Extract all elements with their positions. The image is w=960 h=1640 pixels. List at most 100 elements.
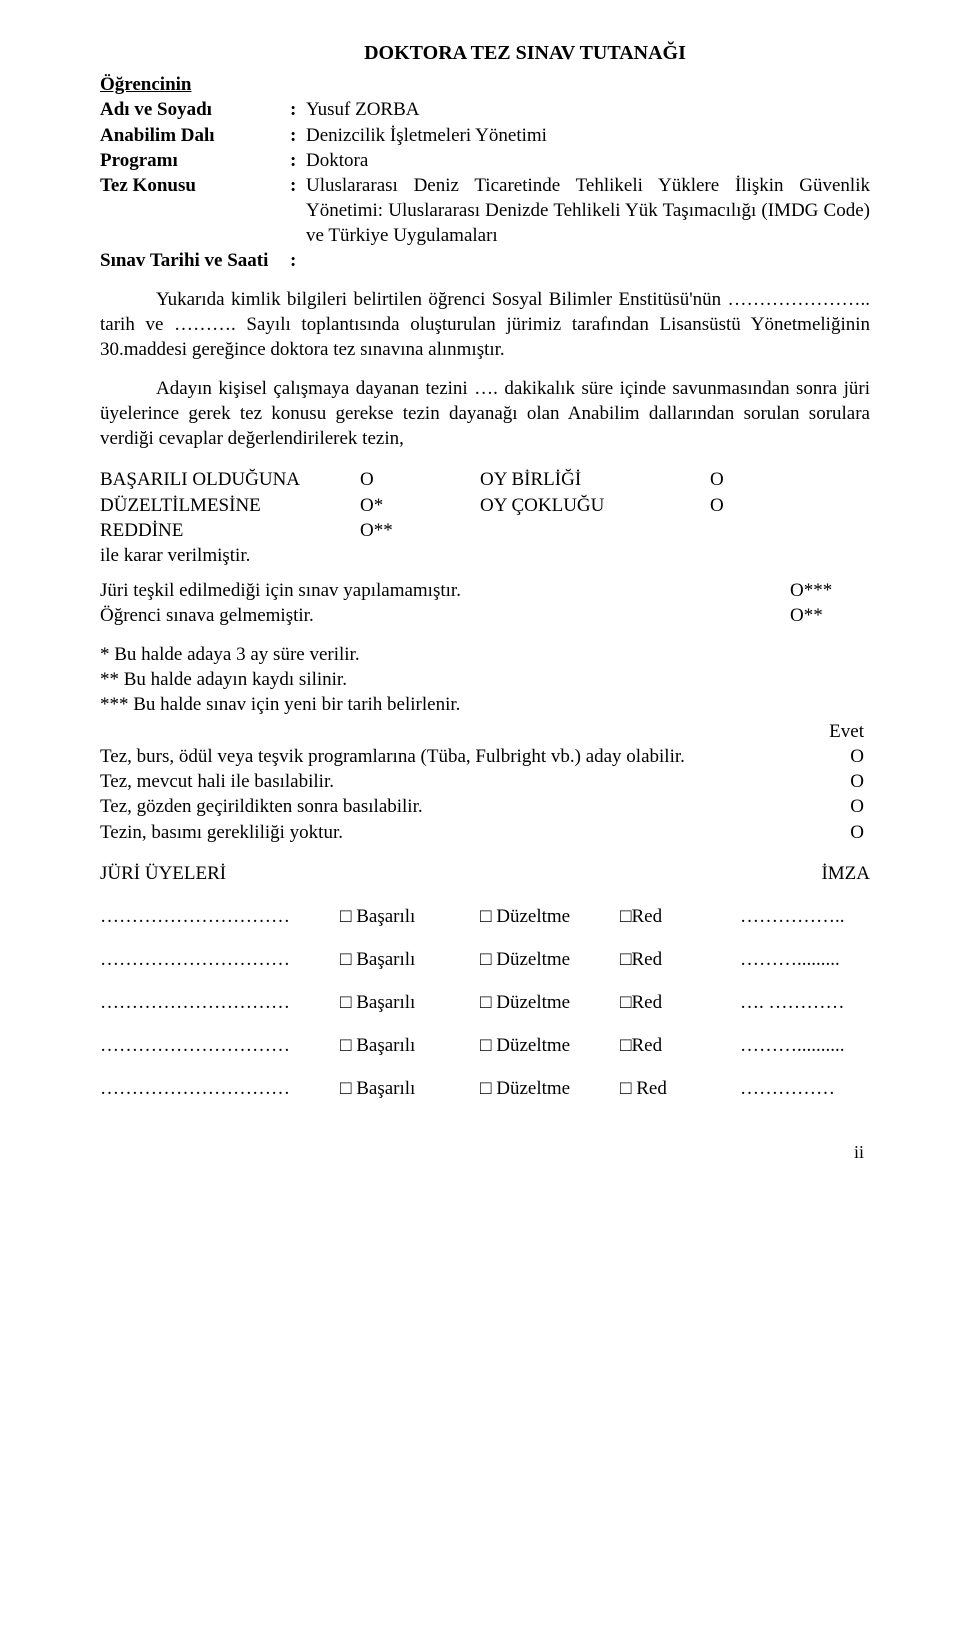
extra-text: Öğrenci sınava gelmemiştir. bbox=[100, 603, 790, 628]
jury-row: ………………………… □ Başarılı □ Düzeltme □Red ……… bbox=[100, 1033, 870, 1058]
jury-opt-revise: □ Düzeltme bbox=[480, 947, 620, 972]
footnote-3: *** Bu halde sınav için yeni bir tarih b… bbox=[100, 692, 870, 717]
student-info-table: Adı ve Soyadı : Yusuf ZORBA Anabilim Dal… bbox=[100, 97, 870, 273]
extra-mark: Ο*** bbox=[790, 578, 870, 603]
decision-label: REDDİNE bbox=[100, 518, 360, 543]
extra-row-2: Öğrenci sınava gelmemiştir. Ο** bbox=[100, 603, 870, 628]
colon: : bbox=[290, 97, 306, 122]
decision-label: BAŞARILI OLDUĞUNA bbox=[100, 467, 360, 492]
jury-opt-revise: □ Düzeltme bbox=[480, 1033, 620, 1058]
jury-name-placeholder: ………………………… bbox=[100, 904, 340, 929]
jury-opt-reject: □Red bbox=[620, 1033, 700, 1058]
paragraph-1: Yukarıda kimlik bilgileri belirtilen öğr… bbox=[100, 287, 870, 362]
decision-mark: Ο bbox=[710, 493, 750, 518]
evet-header: Evet bbox=[100, 719, 870, 744]
decision-row-2: DÜZELTİLMESİNE Ο* OY ÇOKLUĞU Ο bbox=[100, 493, 870, 518]
decision-label: DÜZELTİLMESİNE bbox=[100, 493, 360, 518]
value-date bbox=[306, 248, 870, 273]
jury-opt-revise: □ Düzeltme bbox=[480, 904, 620, 929]
evet-mark: Ο bbox=[830, 820, 870, 845]
extra-mark: Ο** bbox=[790, 603, 870, 628]
evet-row-3: Tez, gözden geçirildikten sonra basılabi… bbox=[100, 794, 870, 819]
value-thesis: Uluslararası Deniz Ticaretinde Tehlikeli… bbox=[306, 173, 870, 248]
label-name: Adı ve Soyadı bbox=[100, 97, 290, 122]
jury-opt-revise: □ Düzeltme bbox=[480, 990, 620, 1015]
jury-row: ………………………… □ Başarılı □ Düzeltme □Red ….… bbox=[100, 990, 870, 1015]
decision-mark: Ο bbox=[360, 467, 480, 492]
jury-options: □ Başarılı □ Düzeltme □Red bbox=[340, 904, 740, 929]
decision-mark: Ο** bbox=[360, 518, 480, 543]
info-row-program: Programı : Doktora bbox=[100, 148, 870, 173]
jury-row: ………………………… □ Başarılı □ Düzeltme □ Red …… bbox=[100, 1076, 870, 1101]
signature-placeholder: …………… bbox=[740, 1076, 870, 1101]
page-number: ii bbox=[100, 1141, 870, 1165]
evet-text: Tez, burs, ödül veya teşvik programların… bbox=[100, 744, 830, 769]
signature-title: İMZA bbox=[780, 861, 870, 886]
footnote-1: * Bu halde adaya 3 ay süre verilir. bbox=[100, 642, 870, 667]
evet-text: Tezin, basımı gerekliliği yoktur. bbox=[100, 820, 830, 845]
additional-lines: Jüri teşkil edilmediği için sınav yapıla… bbox=[100, 578, 870, 628]
jury-section: JÜRİ ÜYELERİ İMZA ………………………… □ Başarılı … bbox=[100, 861, 870, 1101]
decision-label: OY ÇOKLUĞU bbox=[480, 493, 710, 518]
jury-opt-reject: □ Red bbox=[620, 1076, 700, 1101]
decision-label: OY BİRLİĞİ bbox=[480, 467, 710, 492]
value-dept: Denizcilik İşletmeleri Yönetimi bbox=[306, 123, 870, 148]
evet-row-2: Tez, mevcut hali ile basılabilir. Ο bbox=[100, 769, 870, 794]
jury-options: □ Başarılı □ Düzeltme □ Red bbox=[340, 1076, 740, 1101]
evet-mark: Ο bbox=[830, 744, 870, 769]
evet-row-1: Tez, burs, ödül veya teşvik programların… bbox=[100, 744, 870, 769]
jury-opt-pass: □ Başarılı bbox=[340, 1033, 480, 1058]
jury-name-placeholder: ………………………… bbox=[100, 1033, 340, 1058]
evet-text: Tez, gözden geçirildikten sonra basılabi… bbox=[100, 794, 830, 819]
extra-text: Jüri teşkil edilmediği için sınav yapıla… bbox=[100, 578, 790, 603]
decision-block: BAŞARILI OLDUĞUNA Ο OY BİRLİĞİ Ο DÜZELTİ… bbox=[100, 467, 870, 567]
page-title: DOKTORA TEZ SINAV TUTANAĞI bbox=[100, 40, 870, 66]
jury-opt-revise: □ Düzeltme bbox=[480, 1076, 620, 1101]
jury-options: □ Başarılı □ Düzeltme □Red bbox=[340, 1033, 740, 1058]
info-row-name: Adı ve Soyadı : Yusuf ZORBA bbox=[100, 97, 870, 122]
info-row-date: Sınav Tarihi ve Saati : bbox=[100, 248, 870, 273]
jury-opt-pass: □ Başarılı bbox=[340, 1076, 480, 1101]
colon: : bbox=[290, 123, 306, 148]
jury-opt-pass: □ Başarılı bbox=[340, 947, 480, 972]
footnotes: * Bu halde adaya 3 ay süre verilir. ** B… bbox=[100, 642, 870, 717]
decision-mark: Ο bbox=[710, 467, 750, 492]
label-thesis: Tez Konusu bbox=[100, 173, 290, 248]
jury-title: JÜRİ ÜYELERİ bbox=[100, 861, 780, 886]
jury-opt-reject: □Red bbox=[620, 990, 700, 1015]
jury-options: □ Başarılı □ Düzeltme □Red bbox=[340, 947, 740, 972]
evet-mark: Ο bbox=[830, 769, 870, 794]
signature-placeholder: …. ………… bbox=[740, 990, 870, 1015]
jury-opt-pass: □ Başarılı bbox=[340, 904, 480, 929]
jury-opt-reject: □Red bbox=[620, 947, 700, 972]
decision-closing: ile karar verilmiştir. bbox=[100, 543, 870, 568]
evet-block: Evet Tez, burs, ödül veya teşvik program… bbox=[100, 719, 870, 844]
footnote-2: ** Bu halde adayın kaydı silinir. bbox=[100, 667, 870, 692]
decision-row-1: BAŞARILI OLDUĞUNA Ο OY BİRLİĞİ Ο bbox=[100, 467, 870, 492]
jury-row: ………………………… □ Başarılı □ Düzeltme □Red ……… bbox=[100, 947, 870, 972]
info-row-thesis: Tez Konusu : Uluslararası Deniz Ticareti… bbox=[100, 173, 870, 248]
label-dept: Anabilim Dalı bbox=[100, 123, 290, 148]
value-program: Doktora bbox=[306, 148, 870, 173]
colon: : bbox=[290, 148, 306, 173]
jury-name-placeholder: ………………………… bbox=[100, 990, 340, 1015]
colon: : bbox=[290, 248, 306, 273]
jury-header: JÜRİ ÜYELERİ İMZA bbox=[100, 861, 870, 886]
colon: : bbox=[290, 173, 306, 248]
jury-opt-pass: □ Başarılı bbox=[340, 990, 480, 1015]
jury-options: □ Başarılı □ Düzeltme □Red bbox=[340, 990, 740, 1015]
label-program: Programı bbox=[100, 148, 290, 173]
placeholder bbox=[710, 518, 750, 543]
info-row-dept: Anabilim Dalı : Denizcilik İşletmeleri Y… bbox=[100, 123, 870, 148]
page: DOKTORA TEZ SINAV TUTANAĞI Öğrencinin Ad… bbox=[0, 0, 960, 1195]
extra-row-1: Jüri teşkil edilmediği için sınav yapıla… bbox=[100, 578, 870, 603]
placeholder bbox=[480, 518, 710, 543]
paragraph-2: Adayın kişisel çalışmaya dayanan tezini … bbox=[100, 376, 870, 451]
decision-row-3: REDDİNE Ο** bbox=[100, 518, 870, 543]
signature-placeholder: …………….. bbox=[740, 904, 870, 929]
evet-text: Tez, mevcut hali ile basılabilir. bbox=[100, 769, 830, 794]
student-heading: Öğrencinin bbox=[100, 72, 870, 97]
evet-row-4: Tezin, basımı gerekliliği yoktur. Ο bbox=[100, 820, 870, 845]
signature-placeholder: ……….......... bbox=[740, 1033, 870, 1058]
jury-opt-reject: □Red bbox=[620, 904, 700, 929]
